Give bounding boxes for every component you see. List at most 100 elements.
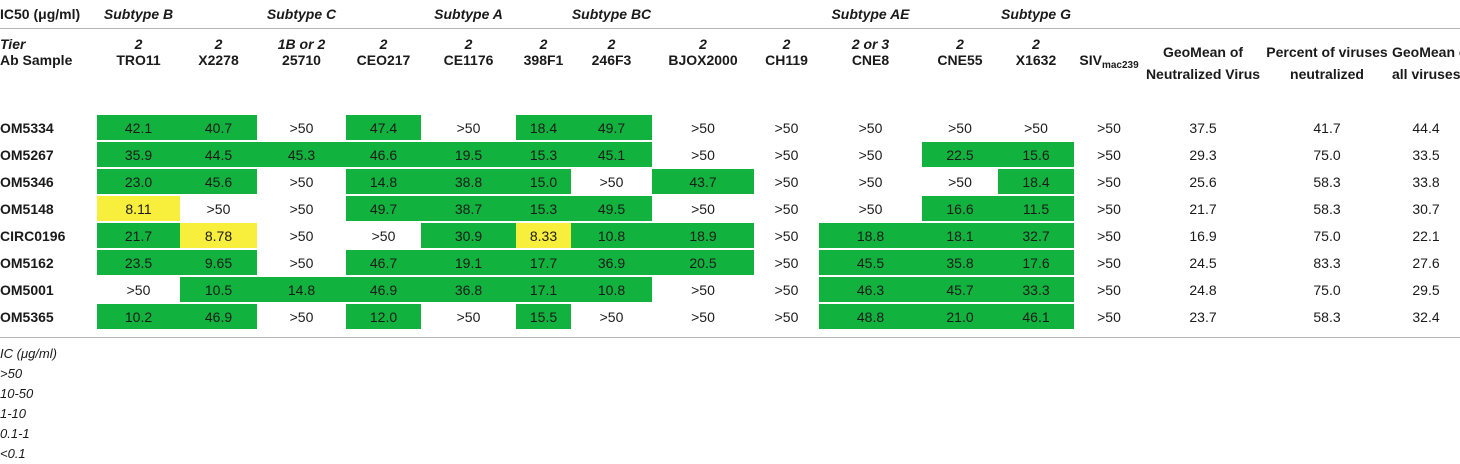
siv-header: SIVmac239	[1074, 52, 1144, 96]
geomean-all-header: GeoMean of all viruses	[1392, 44, 1460, 96]
percent-neutralized-value: 58.3	[1262, 167, 1392, 195]
virus-header-row: Ab Sample TRO11 X2278 25710 CEO217 CE1176 398…	[0, 44, 1460, 96]
ic50-value: >50	[754, 248, 819, 276]
geomean-neutralized-value: 25.6	[1144, 167, 1262, 195]
ic50-value: 17.7	[516, 248, 571, 276]
ic50-value: 38.8	[421, 167, 516, 195]
subtype-header	[754, 0, 819, 29]
ic50-value: >50	[652, 275, 754, 303]
ic50-value: 17.1	[516, 275, 571, 303]
ic50-value: >50	[1074, 167, 1144, 195]
ic50-value: >50	[1074, 113, 1144, 141]
ic50-value: 46.6	[346, 140, 421, 168]
virus-header-398f1: 398F1	[523, 52, 564, 68]
ic50-value: 11.5	[998, 194, 1074, 222]
ic50-value: 46.7	[346, 248, 421, 276]
ic50-value: 15.6	[998, 140, 1074, 168]
ic50-value: >50	[1074, 194, 1144, 222]
ic50-value: 48.8	[819, 302, 922, 329]
ic50-value: 45.7	[922, 275, 998, 303]
ic50-value: 18.8	[819, 221, 922, 249]
tier-header: 2	[956, 36, 964, 52]
ic50-value: >50	[97, 275, 180, 303]
tier-header: 2	[464, 36, 473, 52]
tier-header-row: Tier 2 2 1B or 2 2 2 2 2 2 2 2 or 3 2 2	[0, 30, 1460, 52]
ic50-value: 15.3	[516, 140, 571, 168]
tier-header: 2	[539, 36, 548, 52]
ic50-value: 46.3	[819, 275, 922, 303]
ic50-value: 36.9	[571, 248, 652, 276]
ic50-value: 43.7	[652, 167, 754, 195]
ic50-value: 46.9	[346, 275, 421, 303]
ic50-value: 45.6	[180, 167, 257, 195]
subtype-header: Subtype BC	[571, 6, 652, 22]
subtype-header	[1144, 0, 1262, 29]
ic50-value: 10.5	[180, 275, 257, 303]
ic50-value: 49.7	[346, 194, 421, 222]
ic50-value: >50	[652, 140, 754, 168]
ic50-value: >50	[1074, 248, 1144, 276]
ic50-value: >50	[754, 167, 819, 195]
ic50-value: >50	[257, 194, 346, 222]
ab-sample: OM5346	[0, 167, 97, 195]
ic50-value: 15.0	[516, 167, 571, 195]
ic50-value: 19.5	[421, 140, 516, 168]
subtype-header	[652, 0, 754, 29]
table-row: OM5346 23.0 45.6 >50 14.8 38.8 15.0 >50 43.7 >50 >…	[0, 167, 1460, 195]
ic50-table: IC50 (μg/ml) Subtype B Subtype C Subtype A…	[0, 0, 1460, 338]
ic50-value: 8.33	[516, 221, 571, 249]
geomean-neutralized-header-line: GeoMean of	[1162, 44, 1244, 60]
siv-subscript: mac239	[1101, 60, 1139, 71]
ic50-value: 40.7	[180, 113, 257, 141]
geomean-all-value: 32.4	[1392, 302, 1460, 329]
ic50-value: 38.7	[421, 194, 516, 222]
ic50-value: >50	[571, 302, 652, 329]
ic50-value: 10.8	[571, 221, 652, 249]
virus-header-ce1176: CE1176	[443, 52, 494, 68]
ic50-value: 21.0	[922, 302, 998, 329]
geomean-neutralized-value: 29.3	[1144, 140, 1262, 168]
virus-header-tro11: TRO11	[116, 52, 161, 68]
ic50-value: >50	[754, 221, 819, 249]
percent-neutralized-value: 75.0	[1262, 221, 1392, 249]
tier-header	[1074, 30, 1144, 52]
tier-header: 2	[379, 36, 388, 52]
ic50-value: 49.5	[571, 194, 652, 222]
ic50-value: 42.1	[97, 113, 180, 141]
ic50-value: >50	[998, 113, 1074, 141]
tier-label: Tier	[0, 36, 26, 52]
geomean-all-value: 33.8	[1392, 167, 1460, 195]
ic50-value: >50	[652, 113, 754, 141]
ic50-value: >50	[257, 167, 346, 195]
ic50-value: >50	[652, 302, 754, 329]
ab-sample: OM5001	[0, 275, 97, 303]
ic50-value: 14.8	[346, 167, 421, 195]
geomean-neutralized-value: 21.7	[1144, 194, 1262, 222]
tier-header: 2 or 3	[851, 36, 890, 52]
ic50-value: >50	[754, 113, 819, 141]
ic50-value: >50	[754, 302, 819, 329]
virus-header-25710: 25710	[282, 52, 321, 68]
tier-header: 2	[699, 36, 707, 52]
ic50-value: 16.6	[922, 194, 998, 222]
ic50-value: >50	[819, 167, 922, 195]
ic50-value: 44.5	[180, 140, 257, 168]
tier-header: 2	[134, 36, 143, 52]
ic50-value: 12.0	[346, 302, 421, 329]
ab-sample: OM5334	[0, 113, 97, 141]
ic50-value: 36.8	[421, 275, 516, 303]
ic50-value: 45.5	[819, 248, 922, 276]
subtype-header	[1392, 0, 1460, 29]
table-row: OM5162 23.5 9.65 >50 46.7 19.1 17.7 36.9 20.5 >50…	[0, 248, 1460, 276]
ic50-value: 18.9	[652, 221, 754, 249]
legend-item: <0.1	[0, 446, 26, 461]
virus-header-x2278: X2278	[198, 52, 239, 68]
ic50-value: >50	[257, 302, 346, 329]
percent-neutralized-value: 75.0	[1262, 275, 1392, 303]
ic50-value: 23.0	[97, 167, 180, 195]
ic50-value: >50	[819, 140, 922, 168]
ic50-value: 46.9	[180, 302, 257, 329]
geomean-neutralized-header-line: Neutralized Virus	[1145, 66, 1261, 82]
percent-neutralized-value: 58.3	[1262, 302, 1392, 329]
percent-neutralized-value: 75.0	[1262, 140, 1392, 168]
